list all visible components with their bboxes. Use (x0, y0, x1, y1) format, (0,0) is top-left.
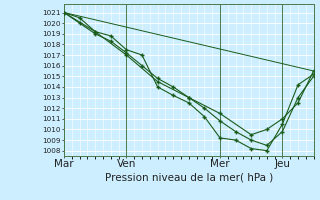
X-axis label: Pression niveau de la mer( hPa ): Pression niveau de la mer( hPa ) (105, 172, 273, 182)
